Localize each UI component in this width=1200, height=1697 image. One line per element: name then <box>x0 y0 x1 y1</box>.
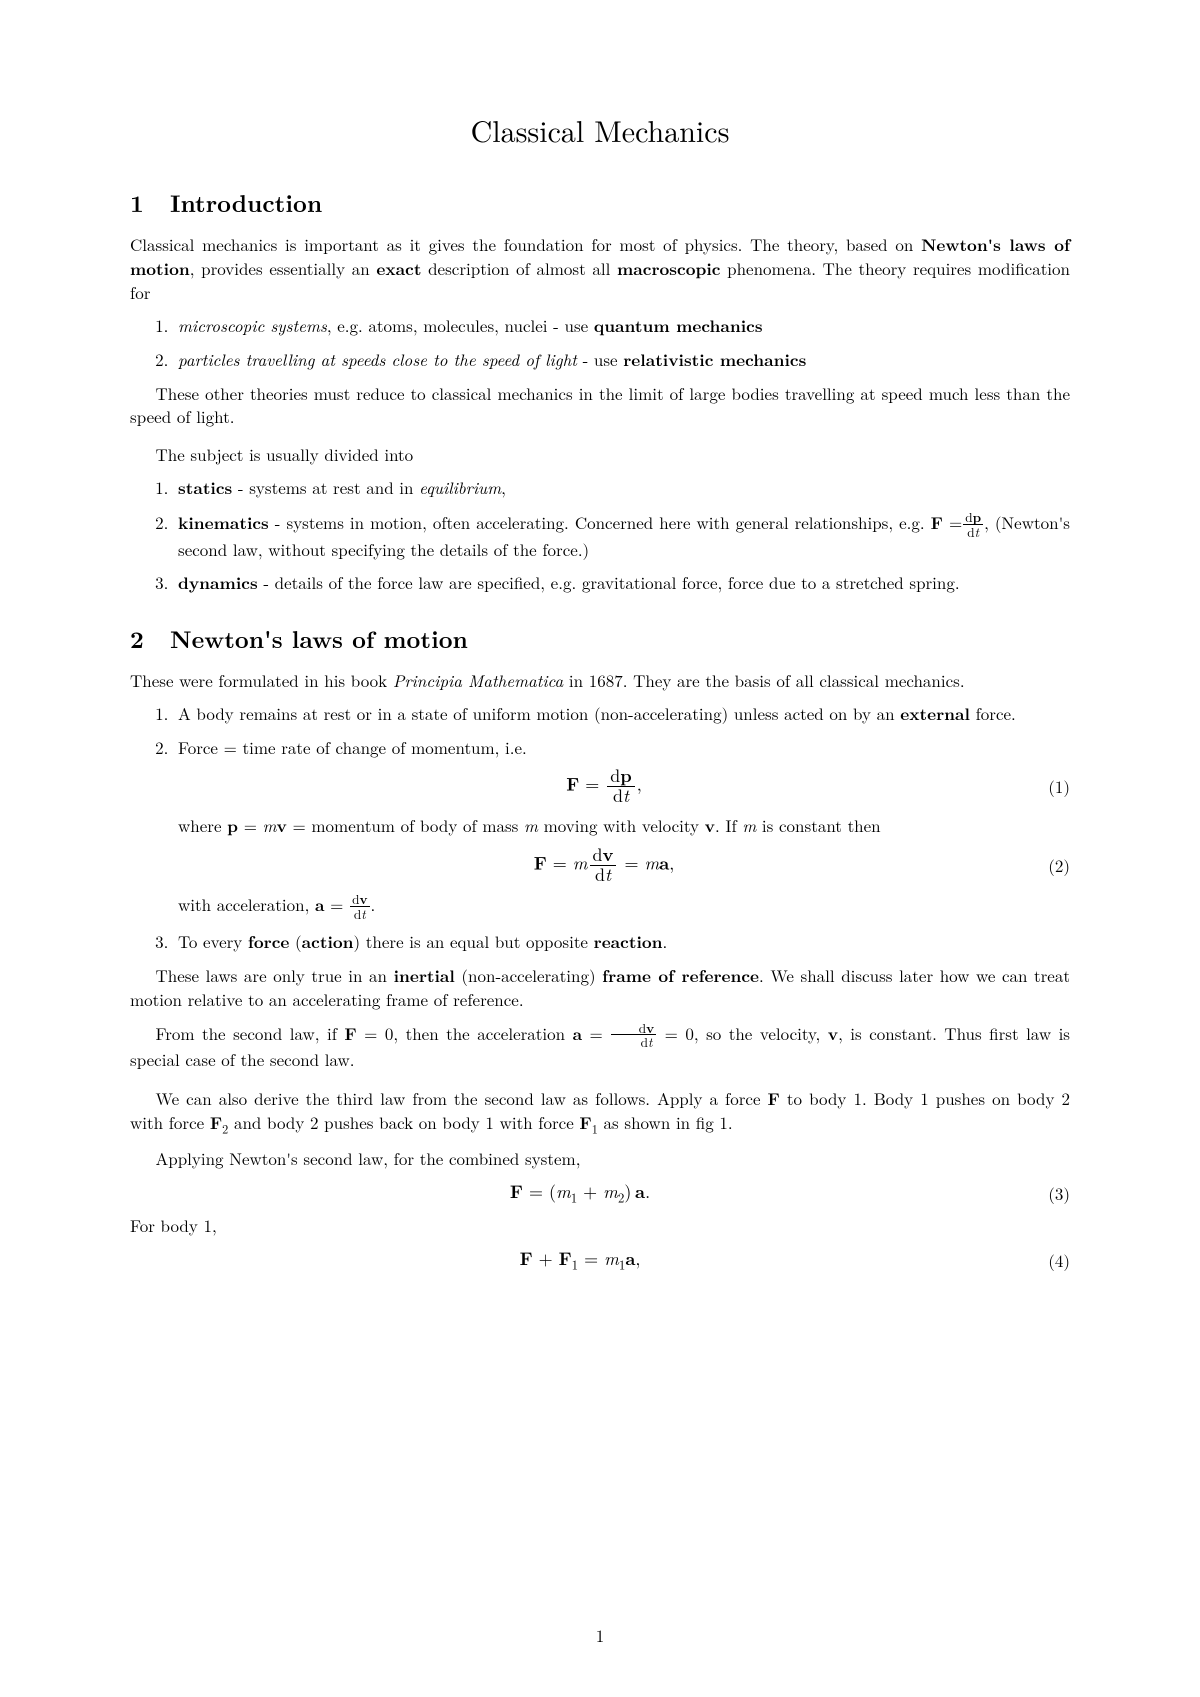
equation-3: F = (m1 + m2) a. (3) <box>130 1180 1070 1206</box>
s1-modification-list: microscopic systems, e.g. atoms, molecul… <box>130 314 1070 372</box>
equation-1-where: where p = mv = momentum of body of mass … <box>178 814 1070 838</box>
list-item: Force = time rate of change of momentum,… <box>174 736 1070 920</box>
equation-4-number: (4) <box>1030 1249 1070 1272</box>
s2-paragraph-firstlaw: From the second law, if F = 0, then the … <box>130 1021 1070 1071</box>
equation-4: F + F1 = m1a, (4) <box>130 1247 1070 1273</box>
section-1-title: Introduction <box>170 186 322 220</box>
section-1-heading: 1Introduction <box>130 187 1070 219</box>
page-number: 1 <box>0 1624 1200 1647</box>
document-title: Classical Mechanics <box>130 110 1070 151</box>
equation-1: F = dpdt, (1) <box>178 767 1070 806</box>
equation-1-number: (1) <box>1030 775 1070 798</box>
s2-paragraph-combined: Applying Newton's second law, for the co… <box>130 1147 1070 1170</box>
section-2-title: Newton's laws of motion <box>170 622 468 656</box>
list-item: A body remains at rest or in a state of … <box>174 702 1070 726</box>
s2-paragraph-thirdlaw: We can also derive the third law from th… <box>130 1087 1070 1137</box>
s1-paragraph-3: The subject is usually divided into <box>130 443 1070 466</box>
section-1-number: 1 <box>130 187 170 219</box>
s2-paragraph-1: These were formulated in his book Princi… <box>130 669 1070 692</box>
equation-3-number: (3) <box>1030 1182 1070 1205</box>
list-item: statics - systems at rest and in equilib… <box>174 476 1070 500</box>
newtons-laws-list: A body remains at rest or in a state of … <box>130 702 1070 954</box>
section-2-number: 2 <box>130 623 170 655</box>
s1-paragraph-1: Classical mechanics is important as it g… <box>130 233 1070 304</box>
s1-division-list: statics - systems at rest and in equilib… <box>130 476 1070 594</box>
equation-2-number: (2) <box>1030 854 1070 877</box>
list-item: microscopic systems, e.g. atoms, molecul… <box>174 314 1070 338</box>
s2-paragraph-body1: For body 1, <box>130 1214 1070 1237</box>
s2-paragraph-inertial: These laws are only true in an inertial … <box>130 964 1070 1011</box>
equation-2: F = mdvdt = ma, (2) <box>178 846 1070 885</box>
section-2-heading: 2Newton's laws of motion <box>130 623 1070 655</box>
list-item: kinematics - systems in motion, often ac… <box>174 510 1070 560</box>
page: Classical Mechanics 1Introduction Classi… <box>0 0 1200 1697</box>
list-item: particles travelling at speeds close to … <box>174 348 1070 372</box>
equation-2-after: with acceleration, a = dvdt. <box>178 892 1070 920</box>
s1-paragraph-2: These other theories must reduce to clas… <box>130 382 1070 428</box>
list-item: dynamics - details of the force law are … <box>174 571 1070 595</box>
list-item: To every force (action) there is an equa… <box>174 930 1070 954</box>
